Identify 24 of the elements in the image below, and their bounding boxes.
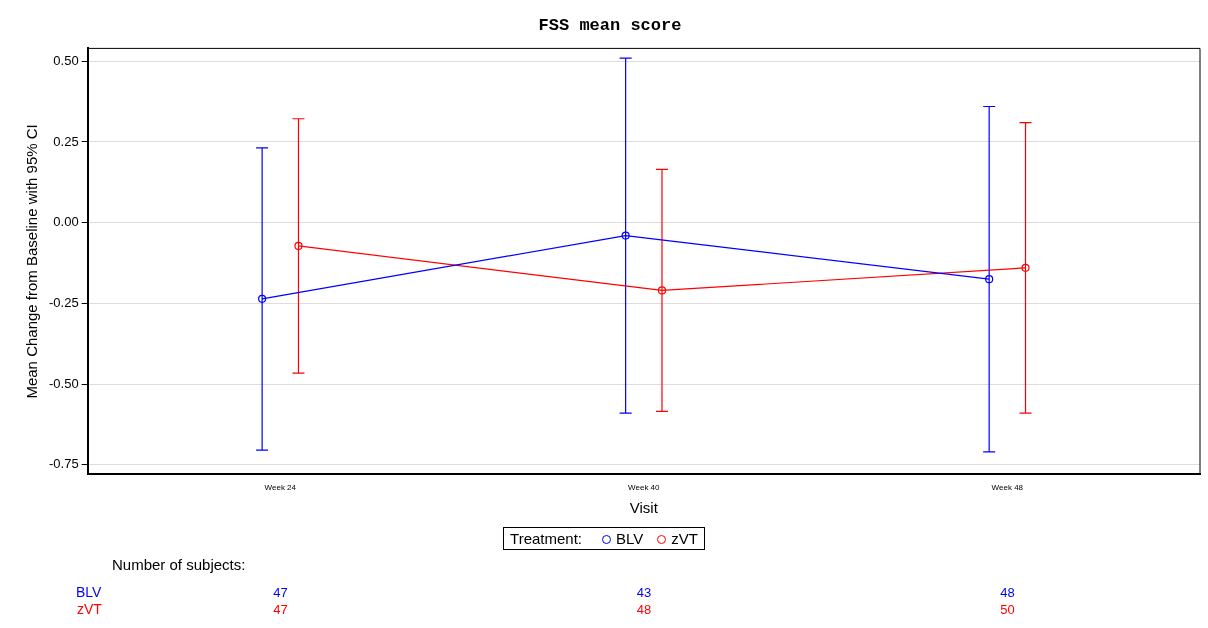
x-tick-label: Week 40 — [628, 483, 661, 493]
chart-title: FSS mean score — [538, 16, 682, 36]
text: BLV — [76, 584, 102, 600]
y-tick-label: -0.50 — [48, 375, 79, 391]
y-tick-label: 0.00 — [53, 214, 79, 230]
y-tick-label: -0.75 — [48, 456, 79, 472]
legend-title: Treatment: — [510, 530, 583, 547]
text: 50 — [1000, 602, 1015, 617]
x-tick-label: Week 48 — [991, 483, 1024, 493]
text: 43 — [636, 585, 652, 600]
x-tick-label: Week 24 — [264, 483, 297, 493]
x-axis-title: Visit — [629, 499, 659, 517]
legend-label: BLV — [616, 530, 644, 547]
y-tick-label: 0.25 — [53, 133, 79, 149]
y-tick-label: 0.50 — [53, 52, 79, 68]
text: 48 — [636, 602, 652, 617]
text: 48 — [1000, 585, 1015, 600]
text: 47 — [273, 602, 288, 617]
text: 47 — [273, 585, 288, 600]
legend-label: zVT — [671, 530, 698, 547]
text: zVT — [77, 601, 102, 617]
y-tick-label: -0.25 — [48, 294, 79, 310]
text: Number of subjects: — [112, 556, 246, 573]
y-axis-title: Mean Change from Baseline with 95% CI — [23, 124, 41, 399]
